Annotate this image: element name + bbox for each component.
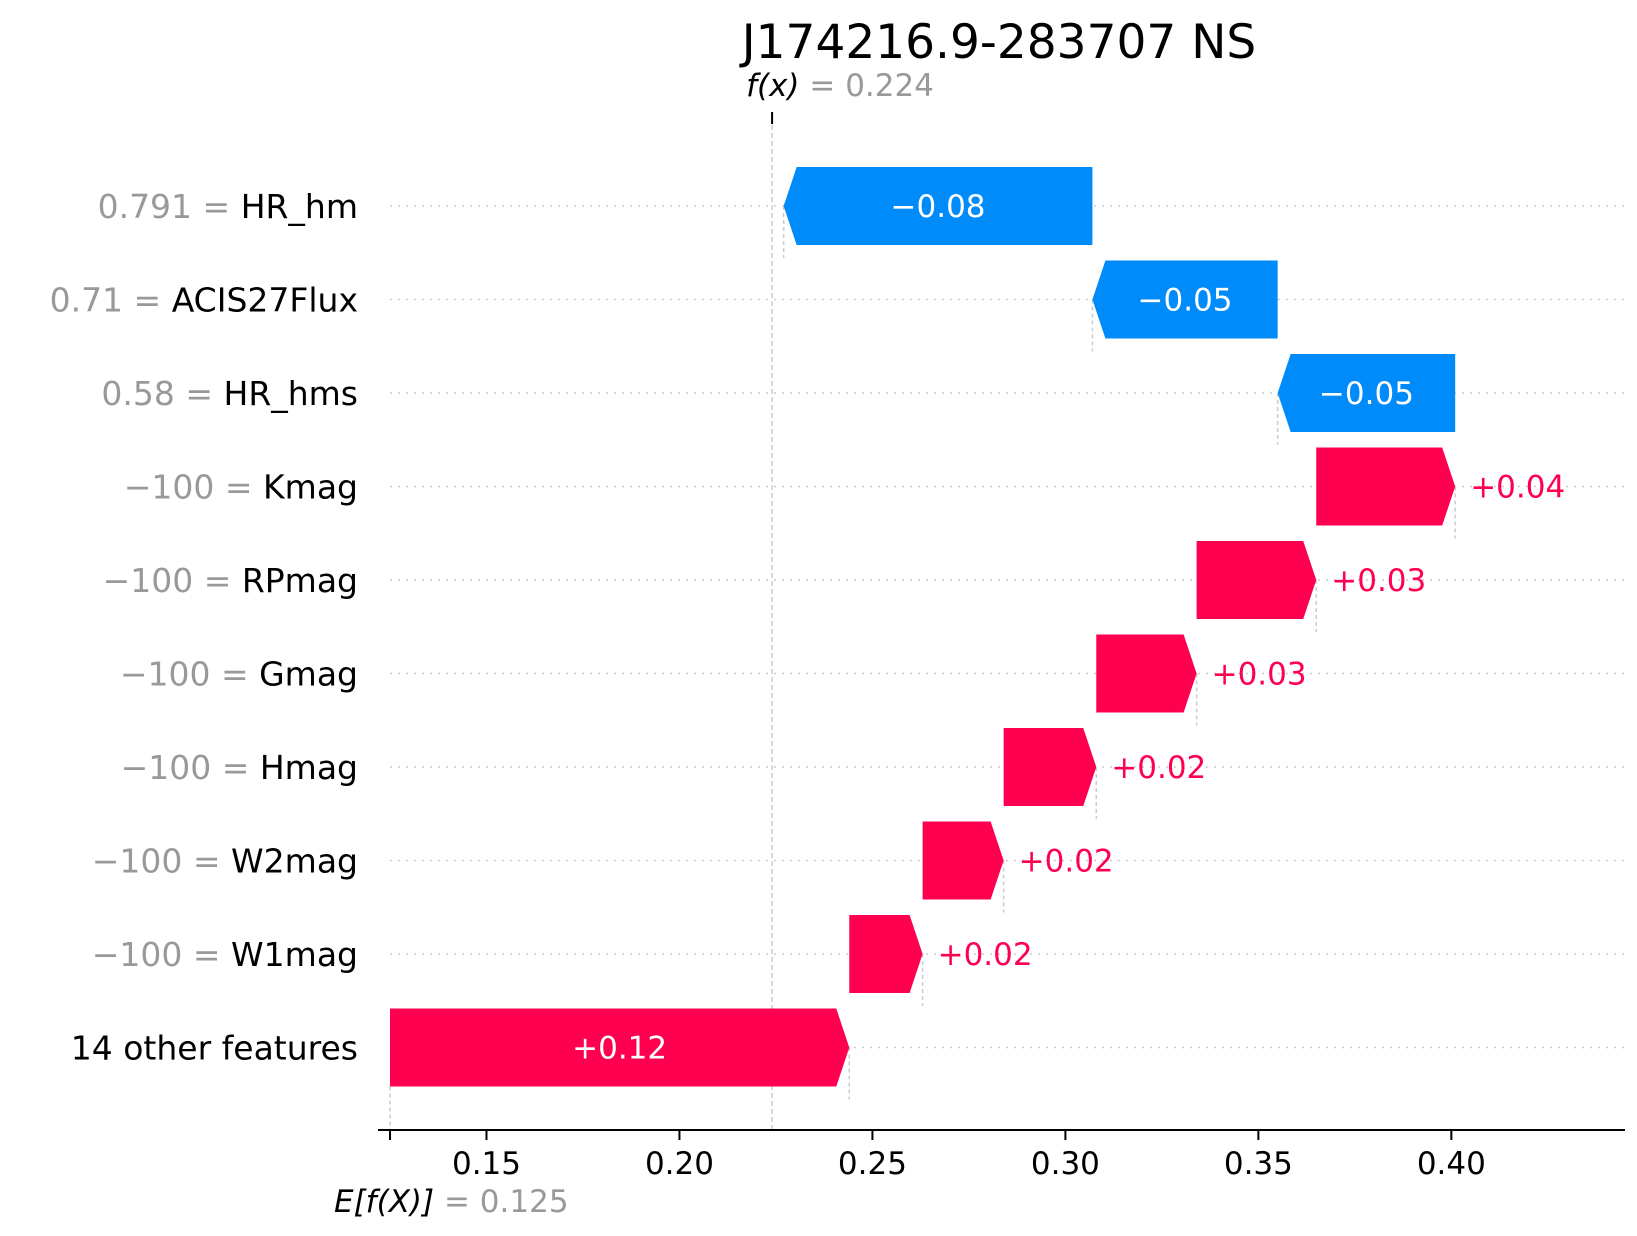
row-gridlines — [390, 205, 1625, 1049]
value-annotations: f(x) = 0.224 E[f(X)] = 0.125 — [334, 68, 934, 1220]
feature-label: −100 = W2mag — [92, 842, 358, 881]
base-value-label: E[f(X)] — [334, 1184, 434, 1220]
output-value-annotation: f(x) = 0.224 — [746, 68, 934, 104]
feature-value: −100 = — [92, 842, 231, 881]
feature-name: Hmag — [260, 748, 358, 787]
bar-value-label: −0.05 — [1138, 283, 1233, 319]
feature-label: 14 other features — [71, 1029, 358, 1068]
feature-label: −100 = Kmag — [124, 468, 358, 507]
chart-title: J174216.9-283707 NS — [739, 15, 1256, 70]
feature-name: 14 other features — [71, 1029, 358, 1068]
x-tick-label: 0.40 — [1417, 1146, 1486, 1182]
feature-label: −100 = Gmag — [120, 655, 358, 694]
bar-negative — [1277, 354, 1456, 432]
x-tick-label: 0.20 — [645, 1146, 714, 1182]
bar-value-label: −0.05 — [1319, 376, 1414, 412]
bar-value-label: +0.04 — [1470, 470, 1565, 506]
bar-value-label: +0.03 — [1212, 657, 1307, 693]
bar-value-label: +0.02 — [1019, 844, 1114, 880]
base-value-number: = 0.125 — [434, 1184, 568, 1220]
x-tick-label: 0.35 — [1224, 1146, 1293, 1182]
bar-positive — [1196, 541, 1317, 619]
bar-value-label: −0.08 — [891, 189, 986, 225]
feature-value: 0.791 = — [98, 187, 241, 226]
feature-name: ACIS27Flux — [172, 281, 358, 320]
bar-positive — [1316, 447, 1456, 526]
feature-label: −100 = W1mag — [92, 935, 358, 974]
contribution-bars: −0.08 −0.05 −0.05 +0.04 +0.03 +0.03 +0.02 +0.02… — [390, 167, 1565, 1087]
feature-value: −100 = — [124, 468, 263, 507]
feature-name: HR_hms — [224, 374, 359, 413]
bar-value-label: +0.12 — [572, 1031, 667, 1067]
feature-name: Gmag — [259, 655, 358, 694]
bar-positive — [1096, 634, 1197, 713]
bar-positive — [390, 1008, 850, 1087]
feature-label: −100 = Hmag — [121, 748, 358, 787]
reference-lines — [389, 112, 1456, 1130]
feature-label: 0.71 = ACIS27Flux — [50, 281, 358, 320]
bar-positive — [922, 821, 1004, 900]
bar-positive — [1003, 728, 1097, 806]
x-tick-label: 0.25 — [838, 1146, 907, 1182]
bar-value-label: +0.02 — [1111, 750, 1206, 786]
feature-label: −100 = RPmag — [103, 561, 358, 600]
bar-value-label: +0.02 — [938, 937, 1033, 973]
output-value-number: = 0.224 — [800, 68, 934, 104]
feature-value: −100 = — [121, 748, 260, 787]
x-tick-label: 0.30 — [1031, 1146, 1100, 1182]
feature-label: 0.791 = HR_hm — [98, 187, 358, 226]
feature-name: Kmag — [263, 468, 358, 507]
feature-label: 0.58 = HR_hms — [101, 374, 358, 413]
feature-labels: 0.791 = HR_hm 0.71 = ACIS27Flux 0.58 = HR_… — [50, 187, 358, 1068]
output-value-label: f(x) — [746, 68, 799, 104]
feature-value: 0.71 = — [50, 281, 172, 320]
feature-value: −100 = — [120, 655, 259, 694]
feature-name: RPmag — [242, 561, 358, 600]
base-value-annotation: E[f(X)] = 0.125 — [334, 1184, 569, 1220]
feature-name: HR_hm — [241, 187, 358, 226]
bar-negative — [1092, 260, 1278, 339]
bar-negative — [783, 167, 1093, 245]
feature-name: W1mag — [231, 935, 358, 974]
feature-value: −100 = — [103, 561, 242, 600]
feature-value: −100 = — [92, 935, 231, 974]
x-tick-label: 0.15 — [452, 1146, 521, 1182]
feature-value: 0.58 = — [101, 374, 223, 413]
feature-name: W2mag — [231, 842, 358, 881]
bar-value-label: +0.03 — [1331, 563, 1426, 599]
x-axis: 0.15 0.20 0.25 0.30 0.35 0.40 — [378, 1129, 1625, 1182]
bar-positive — [849, 915, 923, 993]
